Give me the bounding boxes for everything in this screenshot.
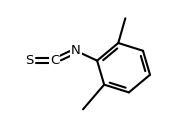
Text: S: S: [25, 54, 33, 67]
Text: N: N: [71, 44, 81, 57]
Text: C: C: [50, 54, 59, 67]
